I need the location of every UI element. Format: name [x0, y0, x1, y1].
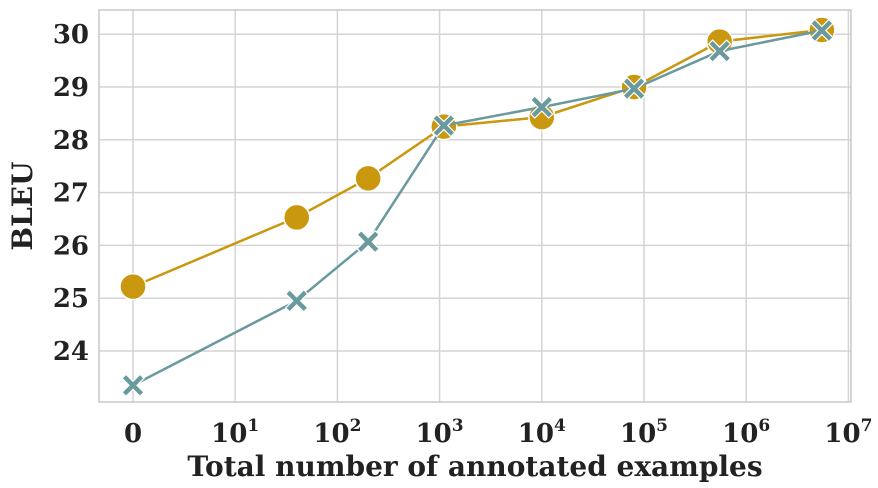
- data-point: [431, 113, 456, 138]
- y-tick-label: 25: [53, 284, 89, 314]
- data-point: [529, 95, 554, 119]
- x-tick-label: 104: [518, 416, 566, 449]
- y-tick-label: 29: [53, 73, 89, 103]
- y-tick-label: 30: [53, 20, 89, 50]
- y-axis-label: BLEU: [6, 161, 39, 250]
- x-tick-label: 0: [124, 419, 142, 449]
- data-point: [284, 288, 309, 313]
- x-tick-labels: 0 101 102 103 104 105 106 107: [124, 416, 872, 449]
- y-tick-label: 28: [53, 126, 89, 156]
- data-point: [121, 373, 145, 398]
- data-point: [356, 229, 381, 254]
- x-tick-label: 105: [620, 416, 668, 449]
- data-point: [707, 39, 732, 63]
- series-line: [132, 28, 823, 288]
- data-point: [810, 18, 834, 43]
- x-tick-label: 107: [824, 416, 872, 449]
- plot-frame: [98, 9, 852, 403]
- data-point: [354, 164, 382, 193]
- y-tick-label: 27: [53, 179, 89, 209]
- y-tick-label: 24: [53, 337, 89, 367]
- data-point: [622, 76, 646, 101]
- series-layer: [119, 16, 836, 398]
- data-point: [119, 272, 147, 301]
- x-tick-label: 106: [722, 416, 770, 449]
- data-point: [282, 203, 311, 232]
- x-tick-label: 103: [416, 416, 464, 449]
- y-tick-label: 26: [53, 231, 89, 261]
- series-2: [121, 18, 834, 398]
- x-tick-label: 101: [211, 416, 259, 449]
- y-tick-labels: 24 25 26 27 28 29 30: [53, 20, 89, 367]
- x-tick-label: 102: [313, 416, 361, 449]
- x-axis-label: Total number of annotated examples: [187, 450, 762, 483]
- grid: [99, 10, 851, 402]
- series-line: [132, 29, 823, 387]
